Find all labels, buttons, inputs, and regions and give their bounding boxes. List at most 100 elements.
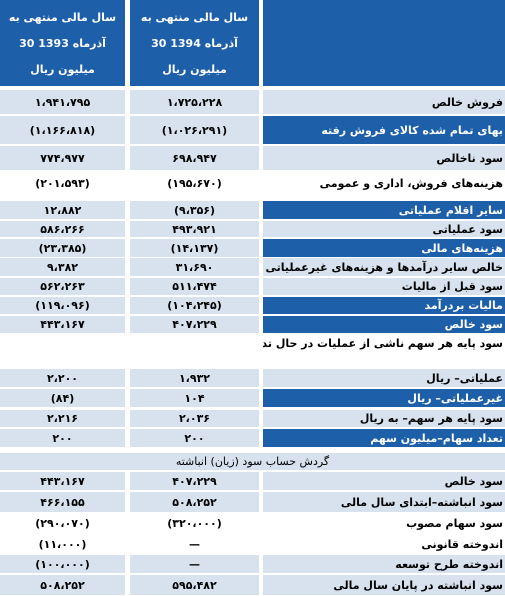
value-1393: (۱۱،۰۰۰) (0, 535, 125, 553)
header-col-1394-line3: میلیون ریال (162, 62, 227, 76)
row-label: سود سهام مصوب (263, 514, 505, 533)
table-row: ۱،۹۴۱،۷۹۵ ۱،۷۲۵،۲۲۸ فروش خالص (0, 90, 505, 114)
row-label: سود قبل از مالیات (263, 278, 505, 295)
table-row: ۵۶۲،۲۶۳ ۵۱۱،۴۷۴ سود قبل از مالیات (0, 278, 505, 295)
value-1393: ۵۶۲،۲۶۳ (0, 278, 125, 295)
value-1394: (۹،۳۵۶) (130, 201, 259, 219)
row-label: سود پایه هر سهم ناشی از عملیات در حال تد… (263, 335, 505, 351)
value-1394: ۴۰۷،۲۲۹ (130, 316, 259, 333)
value-1393: ۴۴۳،۱۶۷ (0, 316, 125, 333)
value-1393: ۵۸۶،۲۶۶ (0, 221, 125, 237)
value-1394: ۴۰۷،۲۲۹ (130, 472, 259, 490)
row-label: عملیاتی– ریال (263, 369, 505, 387)
value-1394: ۵۱۱،۴۷۴ (130, 278, 259, 295)
table-row: (۱۰۰،۰۰۰) — اندوخته طرح توسعه (0, 555, 505, 573)
row-label: سود انباشته–ابتدای سال مالی (263, 492, 505, 512)
table-header: سال مالی منتهی به 30 آذرماه 1393 میلیون … (0, 0, 505, 86)
value-1394: ۵۹۵،۴۸۲ (130, 575, 259, 595)
value-1393 (0, 335, 125, 351)
value-1393: ۱۲،۸۸۲ (0, 201, 125, 219)
value-1393: ۴۶۶،۱۵۵ (0, 492, 125, 512)
row-label: سود خالص (263, 472, 505, 490)
row-label: سود پایه هر سهم– به ریال (263, 410, 505, 427)
table-row: (۱۱۹،۰۹۶) (۱۰۴،۲۴۵) مالیات بردرآمد (0, 297, 505, 314)
value-1394: ۳۱،۶۹۰ (130, 258, 259, 276)
section-header-label: گردش حساب سود (زیان) انباشته (0, 453, 505, 470)
table-row: ۱۲،۸۸۲ (۹،۳۵۶) سایر اقلام عملیاتی (0, 201, 505, 219)
value-1393: (۸۴) (0, 389, 125, 407)
value-1394: ۱،۷۲۵،۲۲۸ (130, 90, 259, 114)
row-label: خالص سایر درآمدها و هزینه‌های غیرعملیاتی (263, 258, 505, 276)
row-label: فروش خالص (263, 90, 505, 114)
value-1393: (۱۰۰،۰۰۰) (0, 555, 125, 573)
value-1393: ۴۴۳،۱۶۷ (0, 472, 125, 490)
header-label-col (263, 0, 505, 86)
value-1393: (۱،۱۶۶،۸۱۸) (0, 116, 125, 144)
value-1394: (۳۲۰،۰۰۰) (130, 514, 259, 533)
row-label: سود انباشته در پایان سال مالی (263, 575, 505, 595)
value-1393: (۲۰۱،۵۹۳) (0, 172, 125, 194)
value-1394: (۱۹۵،۶۷۰) (130, 172, 259, 194)
table-row: ۵۰۸،۲۵۲ ۵۹۵،۴۸۲ سود انباشته در پایان سال م… (0, 575, 505, 595)
value-1394: (۱۴،۱۳۷) (130, 239, 259, 257)
value-1393: ۹،۳۸۲ (0, 258, 125, 276)
table-row: (۲۰۱،۵۹۳) (۱۹۵،۶۷۰) هزینه‌های فروش، اداری … (0, 172, 505, 194)
table-row: (۲۹۰،۰۷۰) (۳۲۰،۰۰۰) سود سهام مصوب (0, 514, 505, 533)
value-1393: (۲۳،۳۸۵) (0, 239, 125, 257)
table-row: (۱،۱۶۶،۸۱۸) (۱،۰۲۶،۲۹۱) بهای تمام شده کالا… (0, 116, 505, 144)
table-row: ۲،۲۰۰ ۱،۹۳۲ عملیاتی– ریال (0, 369, 505, 387)
value-1393: ۷۷۴،۹۷۷ (0, 146, 125, 170)
value-1393: ۲،۲۰۰ (0, 369, 125, 387)
header-col-1393: سال مالی منتهی به 30 آذرماه 1393 میلیون … (0, 0, 125, 86)
row-label: غیرعملیاتی– ریال (263, 389, 505, 407)
table-row: ۴۶۶،۱۵۵ ۵۰۸،۲۵۲ سود انباشته–ابتدای سال مال… (0, 492, 505, 512)
header-col-1394-line2: 30 آذرماه 1394 (151, 36, 238, 50)
value-1393: ۵۰۸،۲۵۲ (0, 575, 125, 595)
table-row: ۴۴۳،۱۶۷ ۴۰۷،۲۲۹ سود خالص (0, 472, 505, 490)
value-1394: (۱۰۴،۲۴۵) (130, 297, 259, 314)
row-label: مالیات بردرآمد (263, 297, 505, 314)
header-col-1393-line2: 30 آذرماه 1393 (19, 36, 106, 50)
table-row: (۸۴) ۱۰۴ غیرعملیاتی– ریال (0, 389, 505, 407)
table-row: سود پایه هر سهم ناشی از عملیات در حال تد… (0, 335, 505, 351)
header-col-1394: سال مالی منتهی به 30 آذرماه 1394 میلیون … (130, 0, 259, 86)
value-1394: ۶۹۸،۹۴۷ (130, 146, 259, 170)
table-row: ۴۴۳،۱۶۷ ۴۰۷،۲۲۹ سود خالص (0, 316, 505, 333)
row-label: اندوخته طرح توسعه (263, 555, 505, 573)
table-row: (۱۱،۰۰۰) — اندوخته قانونی (0, 535, 505, 553)
value-1394: — (130, 555, 259, 573)
table-row: ۵۸۶،۲۶۶ ۴۹۳،۹۲۱ سود عملیاتی (0, 221, 505, 237)
table-row: ۲۰۰ ۲۰۰ تعداد سهام–میلیون سهم (0, 429, 505, 447)
value-1394: (۱،۰۲۶،۲۹۱) (130, 116, 259, 144)
spacer-row (0, 352, 505, 367)
value-1393: ۱،۹۴۱،۷۹۵ (0, 90, 125, 114)
row-label: سود خالص (263, 316, 505, 333)
value-1393: ۲،۲۱۶ (0, 410, 125, 427)
header-col-1394-line1: سال مالی منتهی به (140, 10, 249, 24)
row-label: سود ناخالص (263, 146, 505, 170)
row-label: تعداد سهام–میلیون سهم (263, 429, 505, 447)
spacer-row (0, 449, 505, 452)
header-col-1393-line3: میلیون ریال (30, 62, 95, 76)
value-1393: (۱۱۹،۰۹۶) (0, 297, 125, 314)
value-1394: ۵۰۸،۲۵۲ (130, 492, 259, 512)
table-row: ۷۷۴،۹۷۷ ۶۹۸،۹۴۷ سود ناخالص (0, 146, 505, 170)
value-1393: ۲۰۰ (0, 429, 125, 447)
row-label: هزینه‌های فروش، اداری و عمومی (263, 172, 505, 194)
table-row: (۲۳،۳۸۵) (۱۴،۱۳۷) هزینه‌های مالی (0, 239, 505, 257)
row-label: بهای تمام شده کالای فروش رفته (263, 116, 505, 144)
section-header: گردش حساب سود (زیان) انباشته (0, 453, 505, 470)
value-1394: ۴۹۳،۹۲۱ (130, 221, 259, 237)
header-col-1393-line1: سال مالی منتهی به (8, 10, 117, 24)
value-1393: (۲۹۰،۰۷۰) (0, 514, 125, 533)
table-row: ۲،۲۱۶ ۲،۰۳۶ سود پایه هر سهم– به ریال (0, 410, 505, 427)
value-1394 (130, 335, 259, 351)
value-1394: ۱،۹۳۲ (130, 369, 259, 387)
row-label: سایر اقلام عملیاتی (263, 201, 505, 219)
row-label: اندوخته قانونی (263, 535, 505, 553)
value-1394: ۲۰۰ (130, 429, 259, 447)
row-label: سود عملیاتی (263, 221, 505, 237)
table-row: ۹،۳۸۲ ۳۱،۶۹۰ خالص سایر درآمدها و هزینه‌های… (0, 258, 505, 276)
value-1394: — (130, 535, 259, 553)
